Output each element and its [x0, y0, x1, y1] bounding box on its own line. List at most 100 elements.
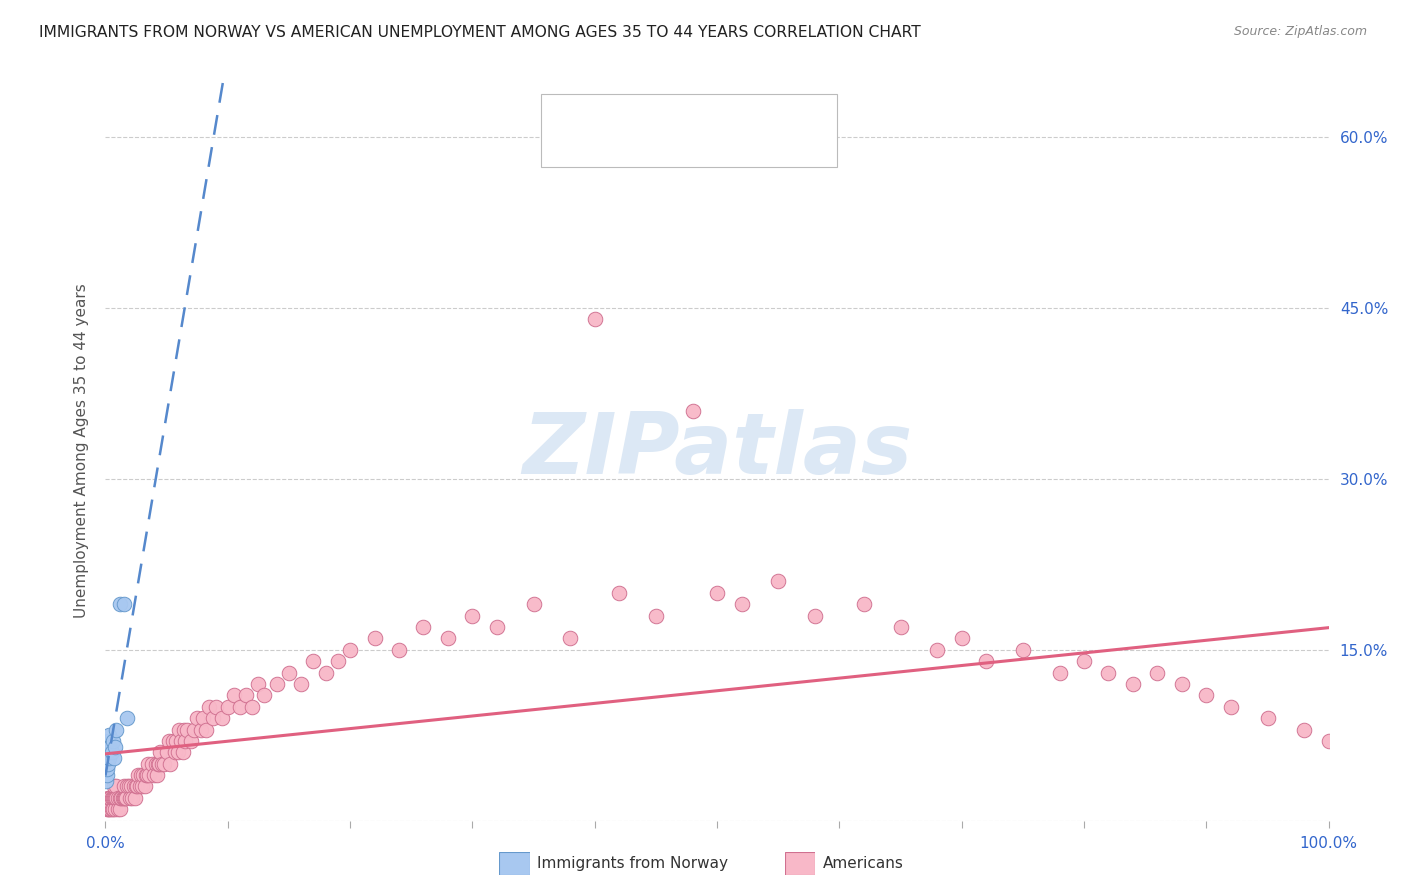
Point [104, 739, 127, 754]
Point [1317, 734, 1340, 748]
Point [804, 608, 827, 623]
Point [153, 756, 176, 771]
Y-axis label: Unemployment Among Ages 35 to 44 years: Unemployment Among Ages 35 to 44 years [75, 283, 90, 618]
Point [927, 642, 949, 657]
Point [132, 768, 155, 782]
Point [437, 632, 460, 646]
Point [174, 734, 197, 748]
Point [135, 768, 157, 782]
Point [461, 608, 484, 623]
Point [150, 756, 173, 771]
Point [560, 632, 582, 646]
Point [112, 790, 135, 805]
Point [159, 756, 181, 771]
Point [134, 780, 156, 794]
Point [388, 642, 411, 657]
Point [138, 768, 160, 782]
Point [94, 773, 117, 788]
Point [117, 711, 139, 725]
Point [100, 790, 122, 805]
Point [852, 597, 875, 611]
Point [156, 745, 179, 759]
Point [1219, 699, 1241, 714]
Point [170, 734, 193, 748]
Point [1256, 711, 1278, 725]
Point [96, 802, 118, 816]
Point [1341, 745, 1364, 759]
Point [117, 780, 139, 794]
Text: Americans: Americans [823, 856, 904, 871]
Text: N =: N = [685, 136, 718, 150]
Point [706, 586, 728, 600]
Point [97, 790, 120, 805]
Text: 0.491: 0.491 [626, 136, 673, 150]
Point [183, 723, 205, 737]
Point [136, 768, 159, 782]
Point [114, 790, 136, 805]
Point [107, 802, 129, 816]
Text: 128: 128 [714, 136, 747, 150]
Point [128, 780, 150, 794]
Text: 0.217: 0.217 [626, 104, 673, 119]
Point [253, 689, 276, 703]
Point [101, 734, 124, 748]
Point [363, 632, 385, 646]
Point [326, 654, 349, 668]
Point [186, 711, 208, 725]
Point [157, 734, 180, 748]
Point [127, 768, 149, 782]
Point [105, 780, 128, 794]
Point [1391, 768, 1406, 782]
Point [97, 745, 120, 759]
Point [143, 768, 166, 782]
Point [100, 802, 122, 816]
Point [97, 734, 120, 748]
Point [108, 802, 131, 816]
Point [644, 608, 668, 623]
Point [315, 665, 337, 680]
Point [96, 768, 118, 782]
Point [1049, 665, 1071, 680]
Point [98, 728, 121, 742]
Point [103, 751, 125, 765]
Point [889, 620, 911, 634]
Point [166, 745, 188, 759]
Point [180, 734, 202, 748]
Point [105, 723, 128, 737]
Point [108, 790, 131, 805]
Point [103, 790, 125, 805]
Point [1011, 642, 1033, 657]
Point [217, 699, 239, 714]
Point [112, 597, 135, 611]
Point [146, 768, 169, 782]
Point [146, 756, 169, 771]
Point [202, 711, 225, 725]
Text: N =: N = [685, 104, 718, 119]
Point [172, 745, 194, 759]
Point [167, 723, 190, 737]
Point [100, 745, 122, 759]
Point [682, 403, 704, 417]
Point [104, 790, 127, 805]
Point [1171, 677, 1194, 691]
Point [97, 756, 120, 771]
Point [122, 780, 145, 794]
Point [105, 790, 128, 805]
Point [302, 654, 325, 668]
Point [103, 780, 125, 794]
Point [339, 642, 361, 657]
Point [149, 745, 172, 759]
Point [98, 802, 121, 816]
Point [1195, 689, 1218, 703]
Point [222, 689, 245, 703]
Point [141, 756, 163, 771]
Text: 18: 18 [714, 104, 741, 119]
Point [266, 677, 288, 691]
Point [115, 790, 138, 805]
Point [97, 802, 120, 816]
Point [136, 756, 159, 771]
Point [118, 790, 141, 805]
Text: ZIPatlas: ZIPatlas [522, 409, 912, 492]
Point [211, 711, 233, 725]
Point [131, 780, 153, 794]
